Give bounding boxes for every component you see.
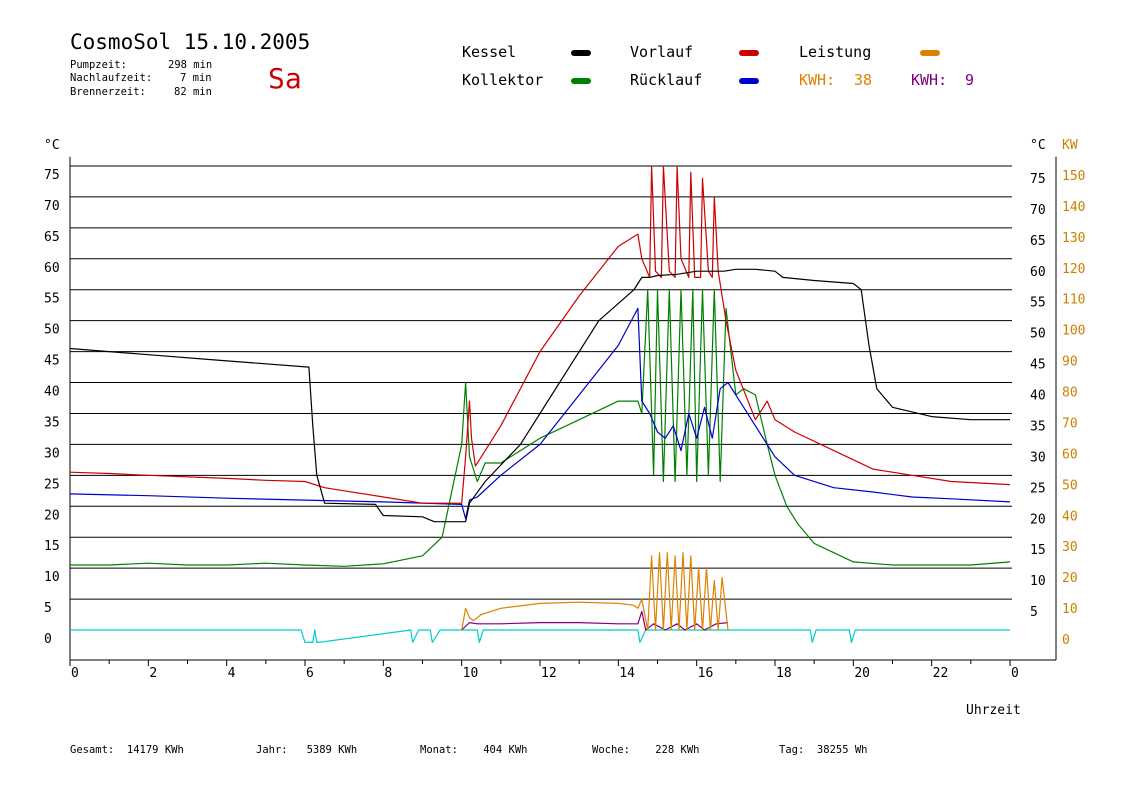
series-leistung_purple-line (461, 610, 729, 631)
y-tick-label-right: 30 (1030, 450, 1046, 465)
legend-ruecklauf-swatch (739, 78, 759, 84)
kw-tick-label: 140 (1062, 200, 1085, 215)
kw-tick-label: 0 (1062, 633, 1070, 648)
kw-tick-label: 70 (1062, 416, 1078, 431)
legend-leistung-swatch (920, 50, 940, 56)
y-tick-label-right: 55 (1030, 296, 1046, 311)
y-tick-label-left: 40 (44, 385, 60, 400)
series-kollektor-line (70, 289, 1011, 567)
y-tick-label-left: 55 (44, 292, 60, 307)
x-tick-label: 14 (619, 666, 635, 681)
kw-tick-label: 130 (1062, 231, 1085, 246)
legend-leistung-label: Leistung (799, 43, 872, 61)
y-tick-label-right: 75 (1030, 172, 1046, 187)
nachlauf-time-value: 7 min (180, 72, 212, 84)
y-tick-label-right: 35 (1030, 419, 1046, 434)
brenner-time-label: Brennerzeit: (70, 86, 146, 98)
series-vorlauf-line (69, 165, 1011, 504)
y-tick-label-left: 75 (44, 168, 60, 183)
series-ruecklauf-line (69, 307, 1011, 520)
kw-tick-label: 50 (1062, 478, 1078, 493)
y-tick-label-right: 50 (1030, 327, 1046, 342)
brenner-time-value: 82 min (174, 86, 212, 98)
kw-tick-label: 120 (1062, 262, 1085, 277)
y-tick-label-right: 25 (1030, 481, 1046, 496)
kw-tick-label: 100 (1062, 324, 1085, 339)
y-tick-label-right: 10 (1030, 574, 1046, 589)
right-unit-label: °C (1030, 138, 1046, 153)
nachlauf-time-label: Nachlaufzeit: (70, 72, 153, 84)
kw-tick-label: 80 (1062, 386, 1078, 401)
footer-gesamt: Gesamt: 14179 KWh (70, 744, 184, 756)
x-axis-label: Uhrzeit (966, 703, 1021, 718)
legend-kessel-label: Kessel (462, 43, 517, 61)
y-tick-label-right: 45 (1030, 358, 1046, 373)
chart-title: CosmoSol 15.10.2005 (70, 30, 311, 54)
pump-time-label: Pumpzeit: (70, 59, 127, 71)
kw-tick-label: 110 (1062, 293, 1085, 308)
y-tick-label-right: 60 (1030, 265, 1046, 280)
x-tick-label: 10 (463, 666, 479, 681)
kw-tick-label: 40 (1062, 509, 1078, 524)
y-tick-label-left: 25 (44, 477, 60, 492)
y-tick-label-left: 5 (44, 601, 52, 616)
x-tick-label: 8 (384, 666, 392, 681)
kw-tick-label: 60 (1062, 447, 1078, 462)
legend-ruecklauf-label: Rücklauf (630, 71, 703, 89)
pump-time-value: 298 min (168, 59, 213, 71)
x-tick-label: 16 (698, 666, 714, 681)
x-tick-label: 18 (776, 666, 792, 681)
legend-kwh-purple-label: KWH: (911, 71, 948, 89)
y-tick-label-left: 60 (44, 261, 60, 276)
y-tick-label-left: 30 (44, 446, 60, 461)
y-tick-label-left: 50 (44, 323, 60, 338)
footer-tag: Tag: 38255 Wh (779, 744, 868, 756)
legend-kwh-purple-value: 9 (965, 71, 975, 89)
legend-kollektor-label: Kollektor (462, 71, 544, 89)
legend-kwh-orange-label: KWH: (799, 71, 836, 89)
legend-kwh-orange-value: 38 (854, 71, 873, 89)
legend-vorlauf-label: Vorlauf (630, 43, 694, 61)
y-tick-label-left: 20 (44, 508, 60, 523)
x-tick-label: 0 (1011, 666, 1019, 681)
x-tick-label: 6 (306, 666, 314, 681)
y-tick-label-right: 5 (1030, 605, 1038, 620)
y-tick-label-right: 15 (1030, 543, 1046, 558)
y-tick-label-right: 65 (1030, 234, 1046, 249)
x-tick-label: 0 (71, 666, 79, 681)
x-tick-label: 4 (228, 666, 236, 681)
y-tick-label-left: 45 (44, 354, 60, 369)
kw-tick-label: 20 (1062, 571, 1078, 586)
footer-monat: Monat: 404 KWh (420, 744, 528, 756)
legend-kollektor-swatch (571, 78, 591, 84)
legend-kessel-swatch (571, 50, 591, 56)
x-tick-label: 12 (541, 666, 557, 681)
y-tick-label-left: 10 (44, 570, 60, 585)
footer-jahr: Jahr: 5389 KWh (256, 744, 358, 756)
kw-tick-label: 150 (1062, 169, 1085, 184)
y-tick-label-left: 65 (44, 230, 60, 245)
y-tick-label-left: 35 (44, 415, 60, 430)
left-unit-label: °C (44, 138, 60, 153)
x-tick-label: 22 (933, 666, 949, 681)
y-tick-label-right: 70 (1030, 203, 1046, 218)
x-tick-label: 20 (854, 666, 870, 681)
y-tick-label-right: 20 (1030, 512, 1046, 527)
kw-tick-label: 30 (1062, 540, 1078, 555)
footer-woche: Woche: 228 KWh (592, 744, 700, 756)
series-pump-line (70, 629, 1010, 644)
kw-unit-label: KW (1062, 138, 1078, 153)
x-tick-label: 2 (149, 666, 157, 681)
y-tick-label-left: 70 (44, 199, 60, 214)
series-kessel-line (69, 268, 1010, 523)
y-tick-label-left: 0 (44, 632, 52, 647)
series-leistung-line (461, 552, 729, 631)
kw-tick-label: 10 (1062, 602, 1078, 617)
legend-vorlauf-swatch (739, 50, 759, 56)
y-tick-label-right: 40 (1030, 389, 1046, 404)
day-label: Sa (268, 62, 302, 95)
kw-tick-label: 90 (1062, 355, 1078, 370)
y-tick-label-left: 15 (44, 539, 60, 554)
